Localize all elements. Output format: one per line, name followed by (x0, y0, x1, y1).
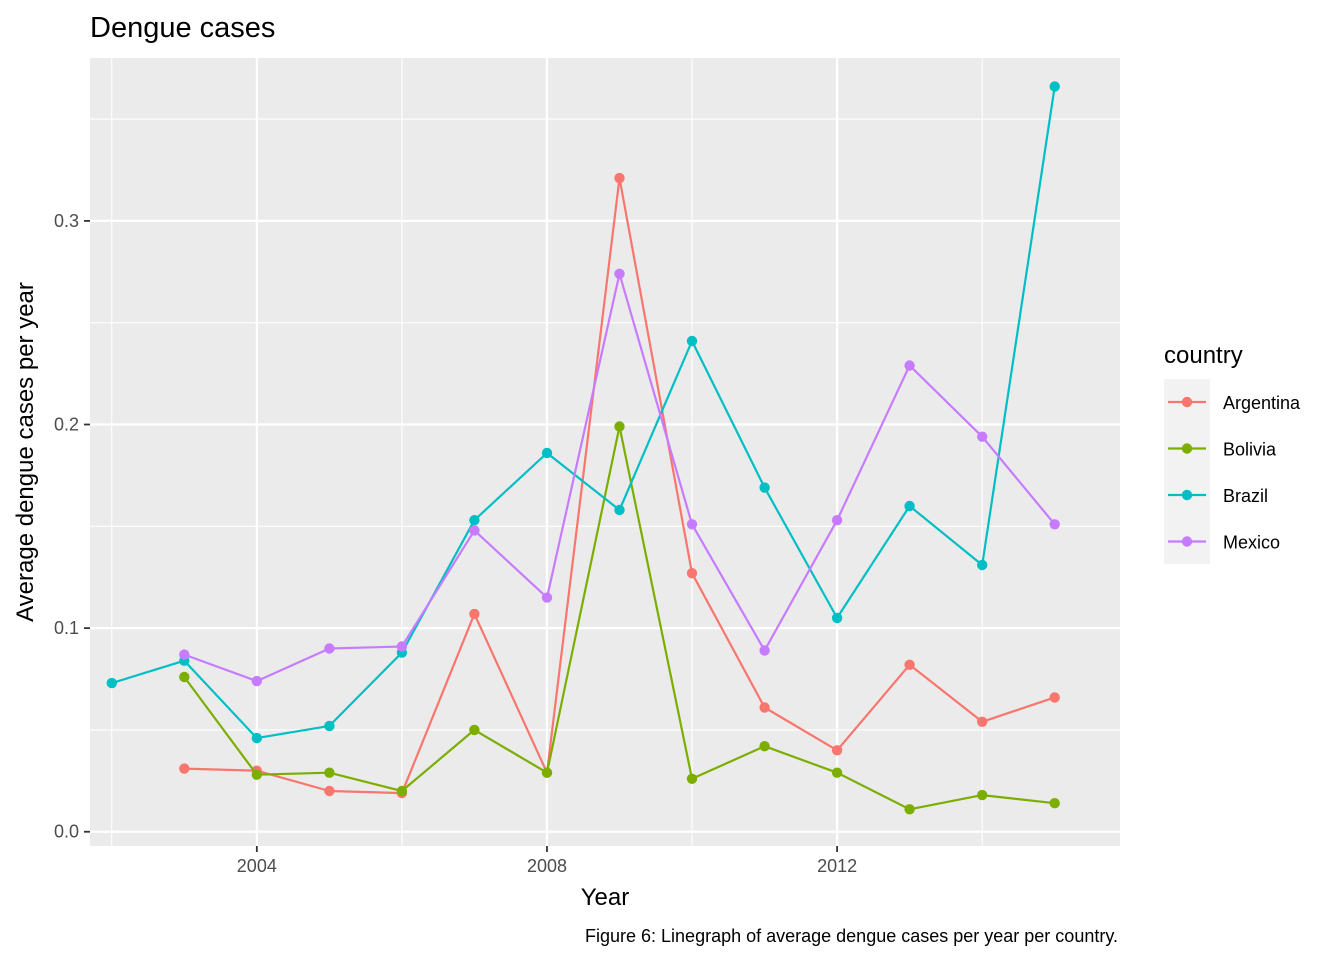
chart-title: Dengue cases (90, 12, 275, 44)
data-point-bolivia (831, 767, 843, 778)
x-tick-label: 2004 (237, 856, 277, 876)
legend-item-mexico: Mexico (1168, 533, 1280, 553)
x-axis: 2004 2008 2012 (237, 846, 857, 876)
data-point-bolivia (759, 741, 770, 752)
data-point-brazil (541, 447, 553, 459)
data-point-brazil (686, 335, 698, 347)
data-point-mexico (541, 592, 553, 603)
legend-key-point (1181, 489, 1193, 501)
series-brazil (106, 81, 1060, 744)
legend-label: Mexico (1223, 533, 1280, 553)
data-point-argentina (686, 568, 698, 579)
data-point-mexico (324, 643, 335, 654)
data-point-mexico (469, 525, 480, 536)
minor-gridlines (90, 58, 1120, 846)
data-point-argentina (831, 745, 843, 756)
data-point-mexico (179, 649, 190, 660)
data-point-argentina (904, 659, 915, 670)
legend-item-argentina: Argentina (1168, 393, 1301, 413)
data-point-bolivia (904, 804, 915, 815)
data-point-argentina (179, 763, 190, 774)
data-point-mexico (1049, 519, 1060, 530)
data-point-brazil (106, 677, 118, 689)
data-point-argentina (1049, 692, 1060, 703)
data-point-bolivia (179, 671, 190, 683)
y-tick-label: 0.1 (54, 618, 79, 638)
data-point-brazil (251, 732, 262, 744)
data-point-brazil (469, 515, 480, 526)
legend-title: country (1164, 342, 1243, 369)
data-point-argentina (324, 785, 335, 797)
y-axis: 0.0 0.1 0.2 0.3 (54, 211, 90, 842)
series-mexico (179, 268, 1060, 687)
legend-label: Bolivia (1223, 440, 1277, 460)
data-point-brazil (977, 559, 988, 571)
legend: country Argentina Bolivia Brazil Mexico (1164, 342, 1301, 564)
data-point-brazil (614, 504, 625, 516)
legend-label: Argentina (1223, 393, 1301, 413)
data-point-brazil (904, 500, 915, 512)
legend-item-bolivia: Bolivia (1168, 440, 1277, 460)
plot-panel (90, 58, 1120, 846)
series-layer (106, 81, 1060, 815)
y-tick-label: 0.2 (54, 415, 79, 435)
data-point-mexico (831, 515, 843, 526)
data-point-argentina (469, 608, 480, 620)
data-point-argentina (614, 172, 625, 184)
data-point-bolivia (1049, 798, 1060, 809)
legend-item-brazil: Brazil (1168, 486, 1268, 506)
data-point-mexico (686, 519, 698, 530)
x-tick-label: 2008 (527, 856, 567, 876)
data-point-brazil (324, 720, 335, 732)
data-point-mexico (977, 431, 988, 442)
y-axis-title: Average dengue cases per year (12, 282, 39, 622)
data-point-argentina (759, 702, 770, 713)
major-gridlines (90, 58, 1120, 846)
y-tick-label: 0.0 (54, 822, 79, 842)
x-axis-title: Year (581, 884, 630, 911)
series-bolivia (179, 421, 1060, 815)
data-point-bolivia (686, 773, 698, 784)
data-point-mexico (614, 268, 625, 279)
series-line-brazil (111, 86, 1056, 740)
data-point-brazil (759, 482, 770, 493)
data-point-bolivia (396, 785, 408, 797)
data-point-mexico (396, 641, 408, 652)
legend-key-point (1181, 536, 1193, 547)
data-point-mexico (759, 645, 770, 656)
data-point-brazil (831, 612, 843, 624)
data-point-bolivia (324, 767, 335, 778)
data-point-brazil (1049, 81, 1060, 92)
legend-key-point (1181, 396, 1193, 408)
data-point-bolivia (614, 421, 625, 432)
legend-key-background (1164, 379, 1210, 564)
legend-label: Brazil (1223, 486, 1268, 506)
data-point-bolivia (977, 789, 988, 801)
data-point-bolivia (469, 724, 480, 736)
legend-key-point (1181, 443, 1193, 454)
figure-caption: Figure 6: Linegraph of average dengue ca… (585, 926, 1118, 946)
data-point-mexico (251, 675, 262, 687)
data-point-bolivia (541, 767, 553, 778)
y-tick-label: 0.3 (54, 211, 79, 231)
x-tick-label: 2012 (817, 856, 857, 876)
legend-items: Argentina Bolivia Brazil Mexico (1168, 393, 1301, 553)
data-point-mexico (904, 360, 915, 371)
data-point-bolivia (251, 769, 262, 780)
data-point-argentina (977, 716, 988, 727)
